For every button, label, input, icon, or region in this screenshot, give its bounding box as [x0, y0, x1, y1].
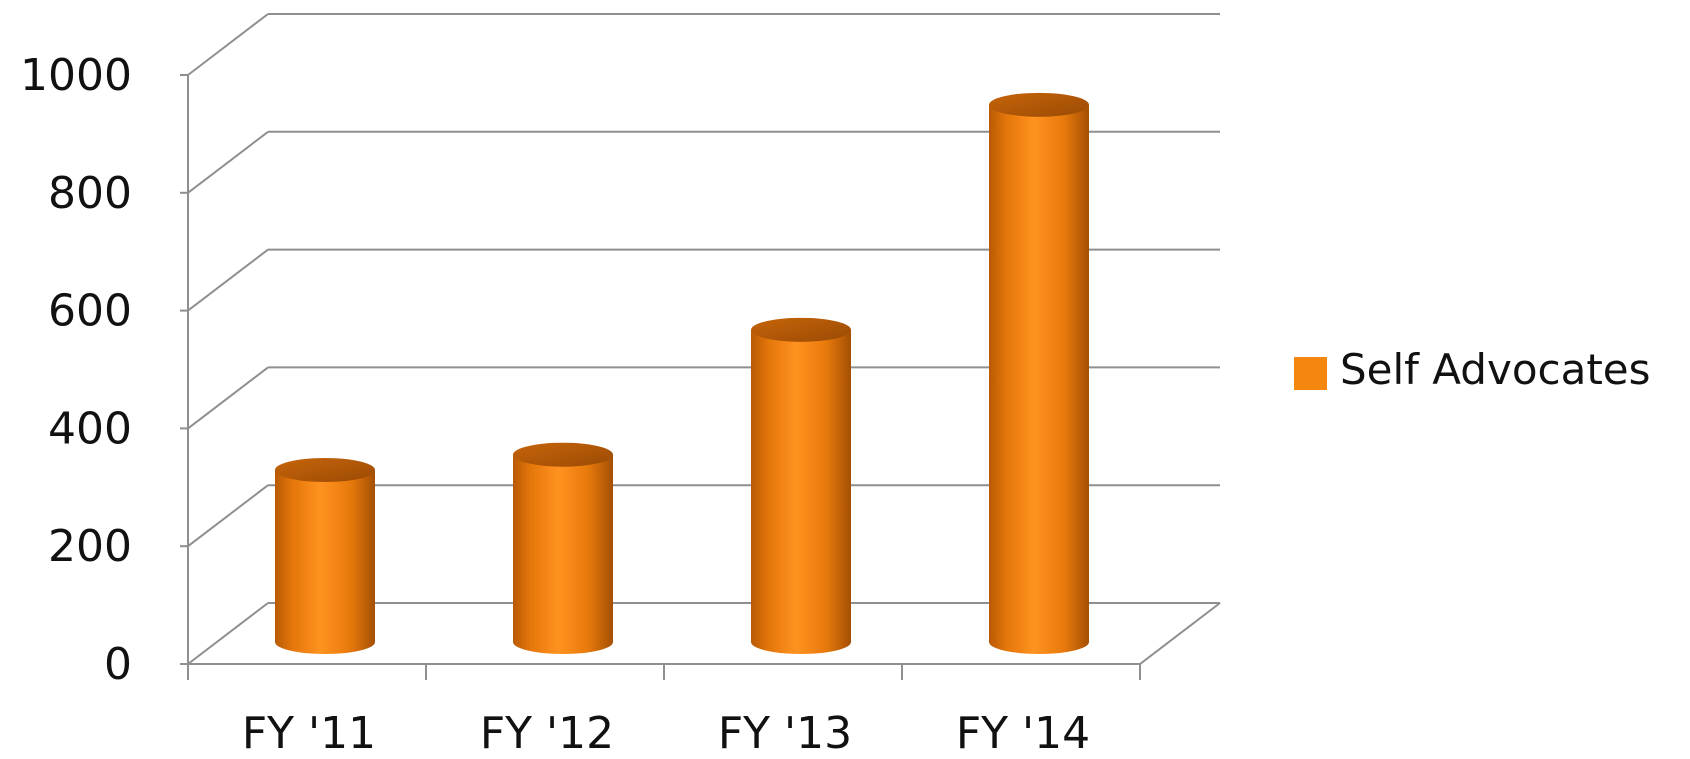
tick-labels: 0 200 400 600 800 1000 FY '11 FY '12 FY '13 FY '1… — [20, 50, 1090, 759]
bar-top — [275, 458, 375, 483]
floor-edge — [1139, 602, 1221, 665]
y-tick-label: 600 — [48, 286, 132, 337]
bar-body — [751, 329, 851, 654]
bar-body — [513, 454, 613, 654]
legend-swatch-self-advocates — [1294, 357, 1327, 390]
gridline-diagonal — [187, 13, 269, 76]
gridline-diagonal — [187, 602, 269, 665]
bar-body — [989, 104, 1089, 654]
x-tick-label: FY '14 — [956, 708, 1090, 754]
bar-top — [751, 317, 851, 342]
bar-top — [513, 442, 613, 467]
gridline-diagonal — [187, 484, 269, 547]
y-tick-label: 800 — [48, 168, 132, 219]
gridline-diagonal — [187, 366, 269, 430]
legend: Self Advocates — [1294, 345, 1651, 394]
gridline-diagonal — [187, 131, 269, 194]
bar-4 — [989, 92, 1089, 654]
y-tick-label: 400 — [48, 403, 132, 454]
y-tick-label: 1000 — [20, 50, 132, 101]
x-tick-label: FY '11 — [242, 708, 376, 754]
bar-1 — [275, 458, 375, 654]
bar-2 — [513, 442, 613, 654]
bar-body — [275, 470, 375, 654]
axes — [180, 74, 1221, 680]
x-tick-label: FY '13 — [718, 708, 852, 754]
bar-top — [989, 92, 1089, 117]
x-tick-label: FY '12 — [480, 708, 614, 754]
legend-label-self-advocates: Self Advocates — [1340, 345, 1651, 394]
bar-3 — [751, 317, 851, 654]
y-tick-label: 0 — [104, 639, 132, 690]
y-tick-label: 200 — [48, 521, 132, 572]
bars — [275, 92, 1089, 654]
gridline-diagonal — [187, 248, 269, 312]
